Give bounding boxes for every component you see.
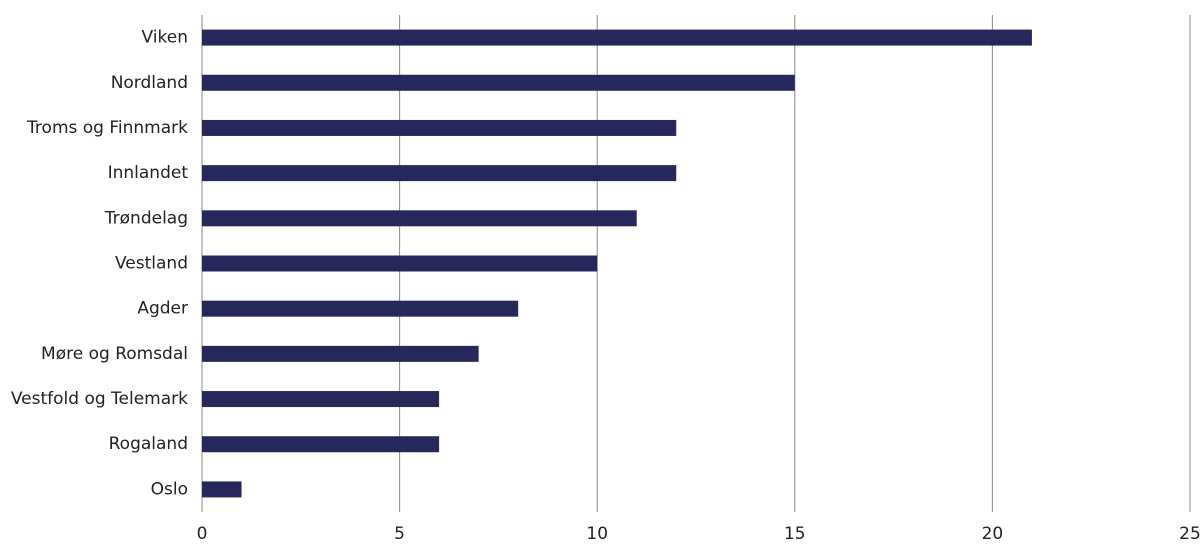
bar [202, 74, 795, 91]
bar [202, 481, 242, 498]
y-tick-label: Vestfold og Telemark [11, 389, 188, 409]
y-tick-label: Møre og Romsdal [41, 344, 188, 364]
y-tick-label: Nordland [111, 73, 188, 93]
y-tick-label: Innlandet [108, 163, 189, 183]
bar [202, 29, 1032, 46]
bar [202, 300, 519, 317]
bar [202, 345, 479, 362]
bar [202, 210, 637, 227]
y-tick-label: Trøndelag [104, 208, 188, 228]
x-tick-label: 20 [982, 524, 1004, 544]
x-tick-label: 10 [586, 524, 608, 544]
x-tick-label: 0 [197, 524, 208, 544]
y-tick-label: Viken [142, 28, 188, 48]
bar [202, 436, 440, 453]
bar [202, 391, 440, 408]
bar [202, 165, 677, 182]
y-tick-label: Oslo [151, 479, 188, 499]
x-tick-label: 5 [394, 524, 405, 544]
y-tick-label: Vestland [115, 254, 188, 274]
x-tick-label: 15 [784, 524, 806, 544]
bar [202, 255, 598, 272]
x-tick-label: 25 [1179, 524, 1200, 544]
y-tick-label: Troms og Finnmark [26, 118, 188, 138]
y-tick-label: Rogaland [109, 434, 188, 454]
y-tick-label: Agder [137, 299, 188, 319]
bar [202, 119, 677, 136]
